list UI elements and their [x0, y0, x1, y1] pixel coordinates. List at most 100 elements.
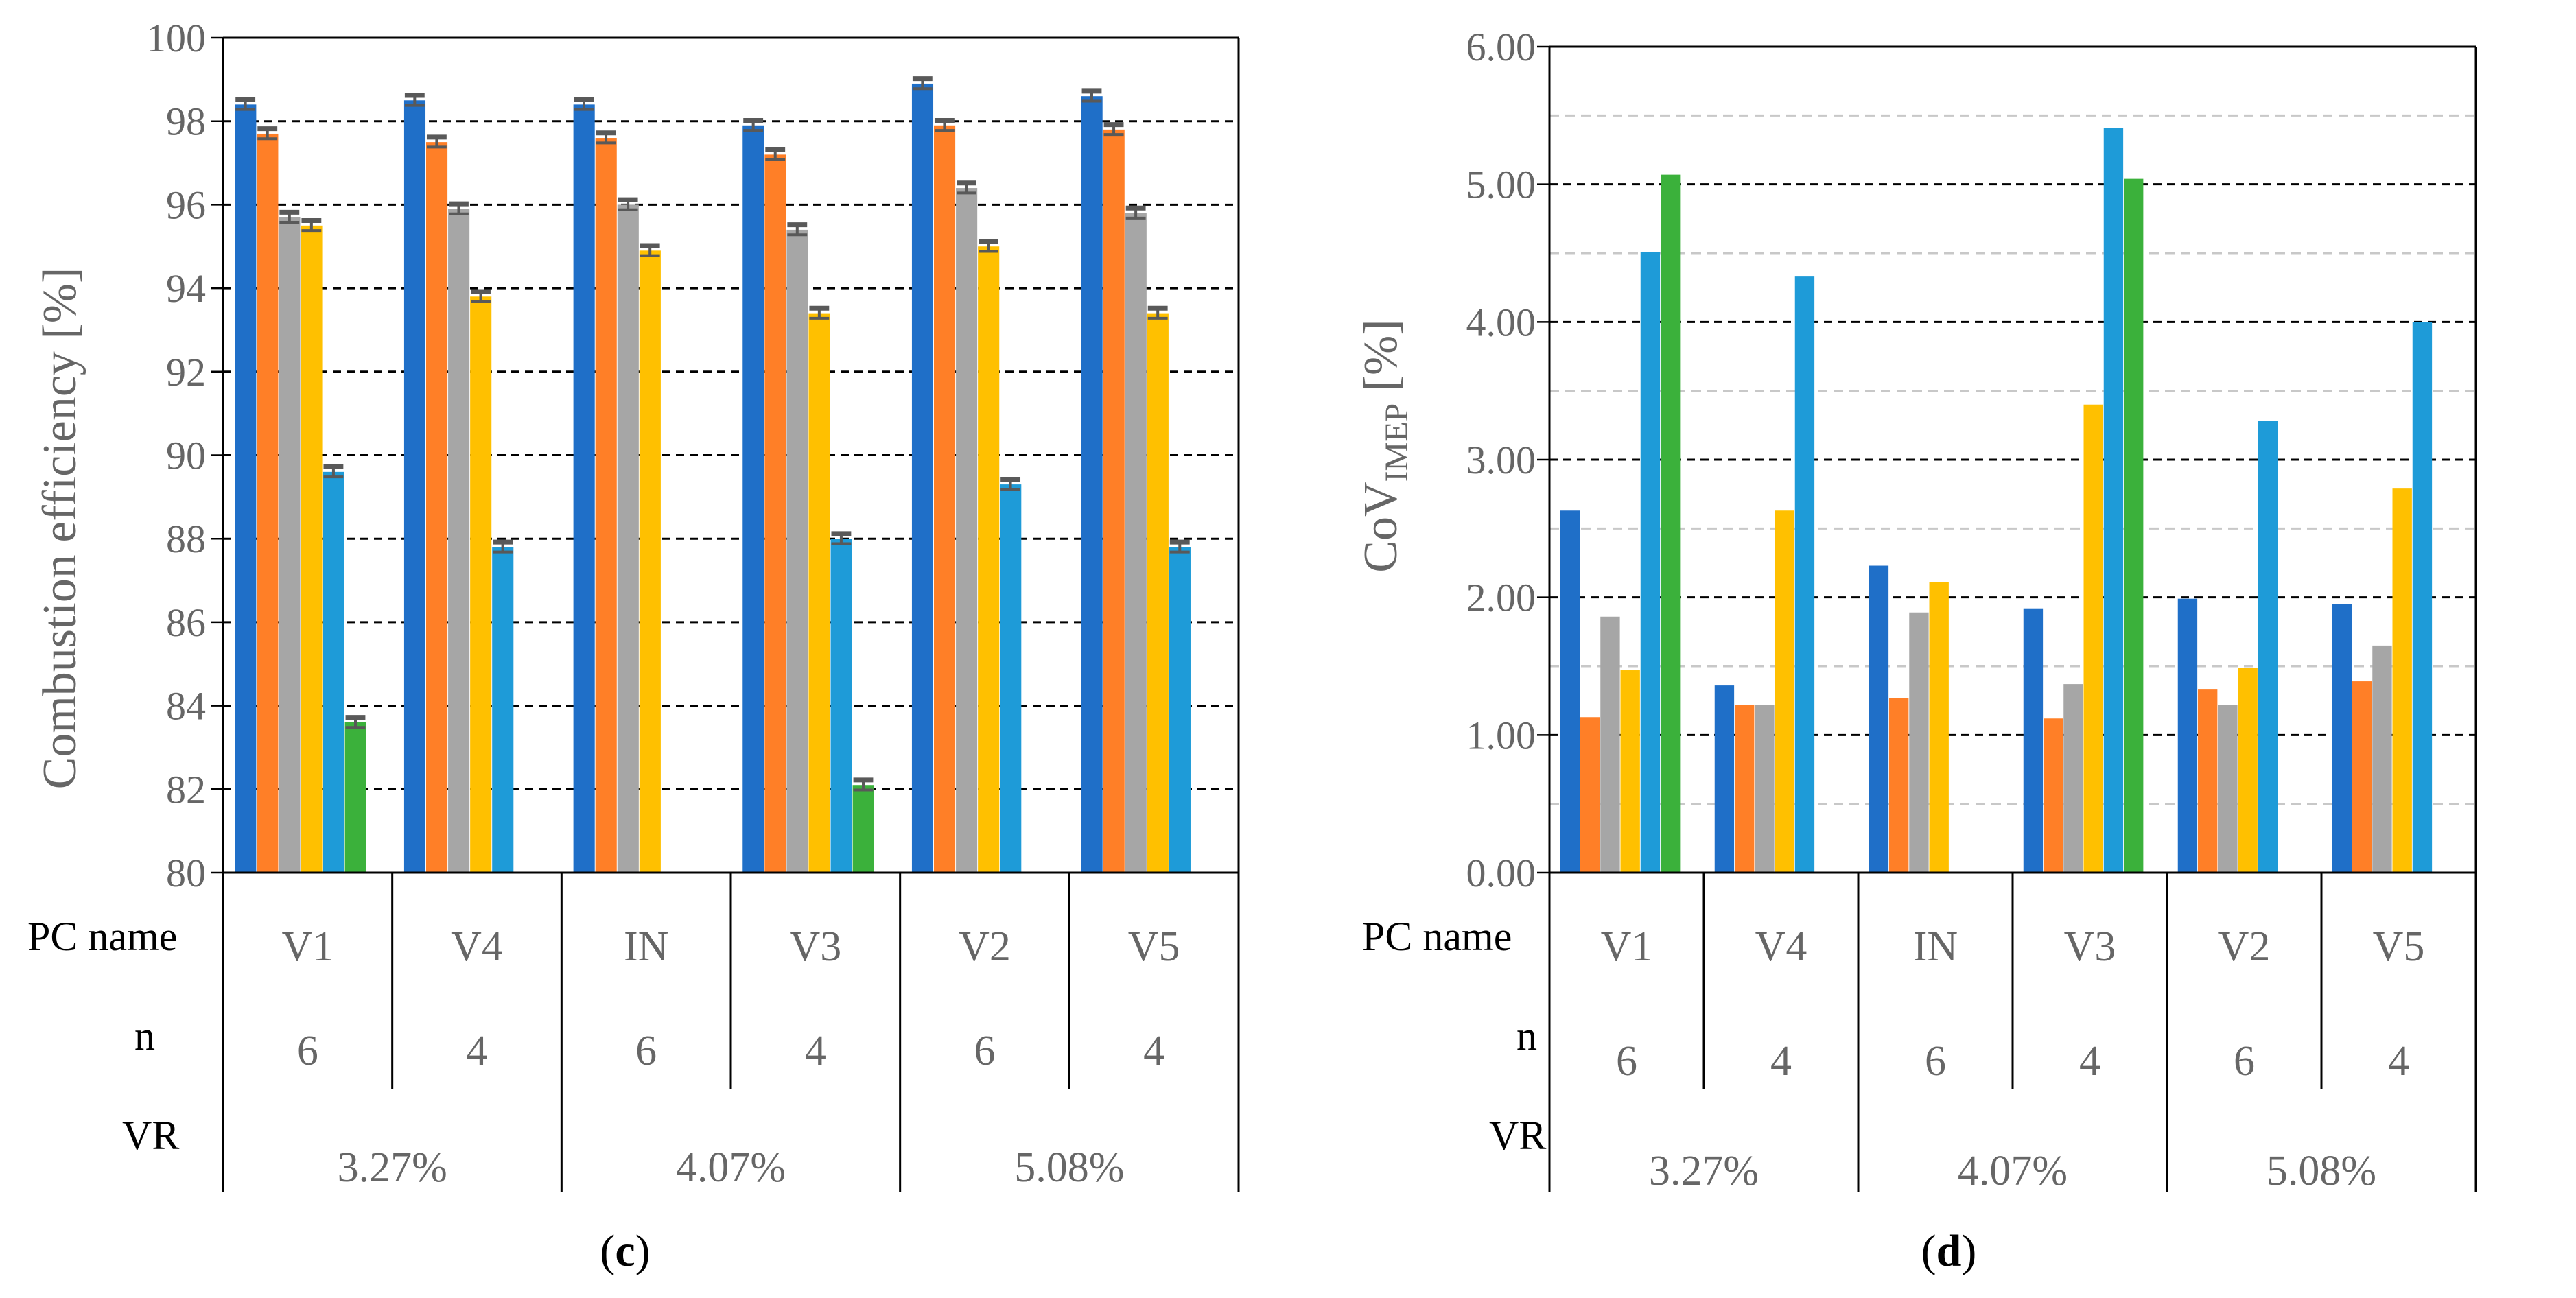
c-bar-s4: [978, 246, 1000, 873]
d-y-tick-label: 3.00: [1466, 438, 1536, 482]
c-bar-s5: [1169, 547, 1191, 873]
c-bar-s5: [1000, 484, 1022, 873]
c-category-label: V4: [451, 923, 503, 970]
c-bar-s1: [573, 104, 595, 873]
d-bar-s6: [1661, 174, 1681, 873]
c-bar-s5: [830, 539, 852, 873]
c-bar-s1: [742, 125, 764, 873]
c-category-label: IN: [624, 923, 668, 970]
d-bar-s5: [2258, 421, 2278, 873]
c-row-label-pc-name: PC name: [27, 914, 177, 959]
d-bar-s6: [2124, 178, 2144, 873]
d-n-value: 6: [1616, 1038, 1637, 1085]
c-y-axis-label: Combustion efficiency [%]: [34, 268, 86, 790]
d-n-value: 6: [2234, 1038, 2255, 1085]
c-y-tick-label: 84: [166, 684, 206, 729]
c-row-label-vr: VR: [122, 1113, 179, 1158]
c-bar-s2: [934, 125, 956, 873]
c-bar-s3: [786, 229, 808, 873]
d-row-label-vr: VR: [1489, 1113, 1546, 1158]
d-bar-s4: [1775, 510, 1794, 873]
d-bar-s2: [2044, 718, 2063, 873]
d-bar-s5: [1640, 251, 1661, 873]
c-vr-label: 4.07%: [676, 1144, 786, 1191]
d-bar-s2: [1889, 698, 1909, 873]
d-category-label: V3: [2064, 923, 2116, 970]
d-bar-s4: [1620, 670, 1640, 873]
c-bar-s2: [426, 142, 448, 873]
d-y-tick-label: 5.00: [1466, 163, 1536, 207]
d-plot: 0.00 1.00 2.00 3.00 4.00 5.00 6.00 V1 6 V4 4 IN 6 V3 4…: [1466, 25, 2477, 1194]
d-y-tick-label: 2.00: [1466, 576, 1536, 620]
c-y-tick-label: 80: [166, 851, 206, 895]
d-bar-s4: [2083, 404, 2103, 873]
d-bar-s1: [2332, 604, 2352, 873]
c-bar-s3: [448, 209, 470, 873]
d-vr-label: 3.27%: [1649, 1148, 1759, 1194]
d-vr-label: 5.08%: [2267, 1148, 2376, 1194]
c-bar-s6: [852, 785, 874, 873]
d-category-label: V5: [2373, 923, 2425, 970]
d-category-label: V2: [2218, 923, 2271, 970]
d-bar-s1: [2177, 598, 2198, 873]
d-category-label: V1: [1601, 923, 1653, 970]
d-bar-s3: [2063, 684, 2083, 873]
d-bar-s5: [1794, 276, 1815, 873]
c-y-tick-label: 90: [166, 434, 206, 478]
d-bar-s4: [2238, 668, 2258, 873]
c-n-value: 4: [1143, 1028, 1164, 1074]
c-y-tick-label: 96: [166, 182, 206, 227]
c-n-value: 4: [467, 1028, 488, 1074]
c-bar-s2: [1103, 129, 1125, 873]
c-bar-s2: [257, 133, 279, 873]
d-n-value: 6: [1925, 1038, 1946, 1085]
d-bar-s2: [2198, 689, 2218, 873]
d-vr-label: 4.07%: [1958, 1148, 2068, 1194]
c-n-value: 6: [297, 1028, 318, 1074]
chart-marks: 80 82 84 86 88 90 92 94 96 98 100 V1 6 V4 4 IN 6 V3 4 V2 6 V5…: [146, 16, 2477, 1194]
c-y-tick-label: 100: [146, 16, 206, 60]
c-bar-s5: [492, 547, 514, 873]
c-bar-s2: [595, 138, 617, 873]
c-bar-s3: [279, 217, 301, 873]
d-category-label: IN: [1913, 923, 1958, 970]
d-bar-s1: [1560, 510, 1580, 873]
c-bar-s1: [1081, 96, 1103, 873]
c-bar-s3: [617, 204, 639, 873]
d-bar-s3: [1600, 616, 1620, 873]
c-bar-s1: [911, 83, 934, 873]
c-bar-s1: [403, 100, 426, 873]
c-bar-s1: [235, 104, 257, 873]
c-y-tick-label: 92: [166, 350, 206, 394]
d-row-label-n: n: [1517, 1013, 1537, 1059]
d-bar-s3: [1755, 705, 1775, 873]
c-y-tick-label: 98: [166, 99, 206, 144]
d-bar-s5: [2103, 128, 2124, 873]
d-y-axis-label-sub: IMEP: [1379, 403, 1415, 482]
c-n-value: 6: [635, 1028, 657, 1074]
d-bar-s1: [2023, 608, 2044, 873]
d-bar-s1: [1714, 685, 1735, 873]
c-bar-s5: [323, 471, 344, 873]
chart-c: Combustion efficiency [%] PC name n VR (…: [27, 268, 651, 1276]
d-row-label-pc-name: PC name: [1362, 914, 1512, 959]
c-y-tick-label: 86: [166, 600, 206, 645]
d-y-tick-label: 1.00: [1466, 713, 1536, 757]
d-n-value: 4: [1770, 1038, 1792, 1085]
d-bar-s3: [2218, 705, 2238, 873]
c-plot: 80 82 84 86 88 90 92 94 96 98 100 V1 6 V4 4 IN 6 V3 4 V2 6 V5…: [146, 16, 1240, 1192]
c-panel-letter: c: [615, 1226, 635, 1276]
d-panel-letter: d: [1936, 1226, 1962, 1276]
c-panel-label: (c): [600, 1226, 650, 1276]
d-y-tick-label: 4.00: [1466, 300, 1536, 344]
d-y-tick-label: 0.00: [1466, 851, 1536, 895]
d-bar-s4: [2392, 488, 2412, 873]
c-bar-s3: [956, 188, 978, 873]
c-bar-s4: [808, 313, 830, 873]
c-bar-s4: [301, 225, 323, 873]
c-category-label: V2: [959, 923, 1011, 970]
c-bar-s2: [764, 154, 786, 873]
c-y-tick-label: 88: [166, 517, 206, 561]
d-panel-label: (d): [1921, 1226, 1977, 1276]
